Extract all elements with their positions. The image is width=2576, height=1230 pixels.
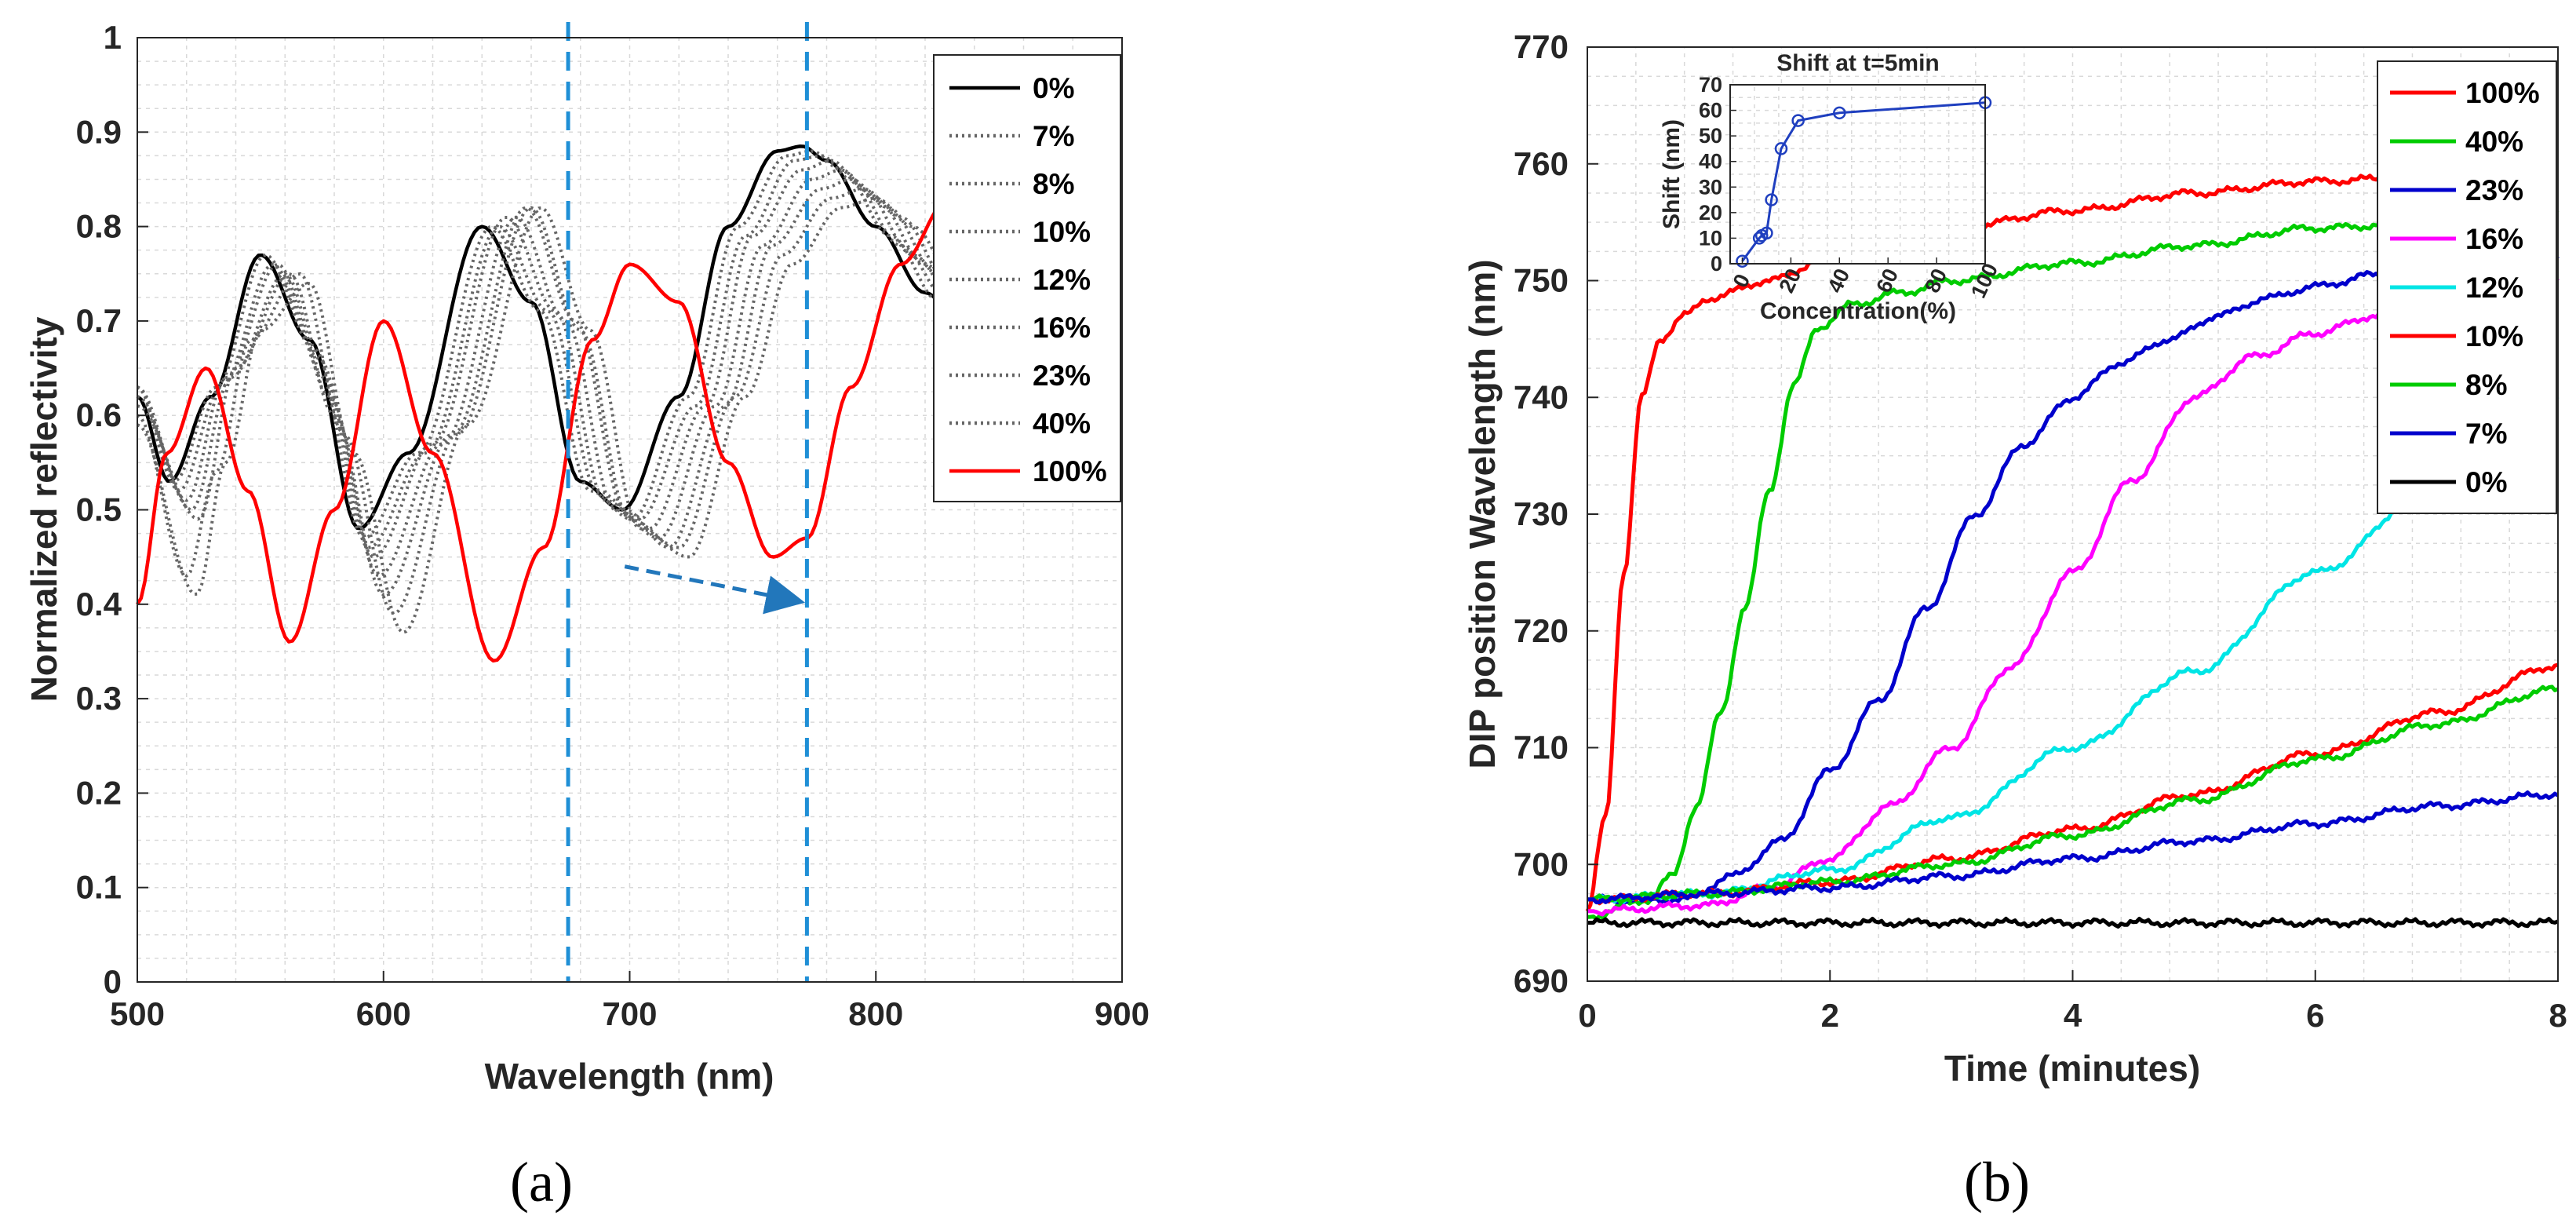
chart-b-legend: 100% 40% 23% 16% 12% 10% 8% 7% 0% (2377, 60, 2557, 514)
chart-a-xtick-label-2: 700 (602, 995, 657, 1032)
chart-a-xtick-label-4: 900 (1095, 995, 1150, 1032)
chart-b-ylabel: DIP position Wavelength (nm) (1462, 259, 1503, 768)
chart-a-ticks: 500 600 700 800 900 0 0.1 0.2 0.3 0.4 0.5 0.6 0.7 0.8… (76, 19, 1150, 1032)
chart-a-legend-label-4: 12% (1033, 264, 1091, 296)
chart-b-series-line-7 (1587, 790, 2560, 905)
chart-a-ytick-label-2: 0.2 (76, 774, 122, 811)
chart-b-ytick-label-7: 760 (1514, 145, 1569, 182)
chart-a-series-line-5 (137, 177, 1123, 597)
inset-ytick-label-3: 30 (1699, 175, 1722, 199)
chart-a-legend-label-7: 40% (1033, 407, 1091, 440)
chart-a-legend-label-8: 100% (1033, 455, 1107, 487)
inset-ylabel: Shift (nm) (1659, 119, 1685, 229)
chart-b-series-line-8 (1587, 916, 2559, 929)
inset-ytick-label-0: 0 (1711, 252, 1722, 276)
chart-a-legend-label-2: 8% (1033, 168, 1074, 200)
inset-frame (1729, 84, 1986, 265)
chart-b-legend-label-4: 12% (2465, 272, 2523, 304)
inset-point-5 (1774, 142, 1788, 155)
chart-a-ytick-label-9: 0.9 (76, 113, 122, 150)
chart-b-legend-label-5: 10% (2465, 320, 2523, 352)
chart-b-ytick-label-6: 750 (1514, 262, 1569, 299)
chart-b-ytick-label-3: 720 (1514, 612, 1569, 649)
chart-a-legend: 0% 7% 8% 10% 12% 16% 23% 40% 100% (933, 54, 1121, 502)
chart-a: 500 600 700 800 900 0 0.1 0.2 0.3 0.4 0.5 0.6 0.7 0.8… (24, 19, 1150, 1214)
chart-a-legend-label-6: 23% (1033, 360, 1091, 392)
chart-a-legend-label-1: 7% (1033, 120, 1074, 152)
caption-a: (a) (510, 1151, 573, 1214)
chart-b-ytick-label-2: 710 (1514, 729, 1569, 766)
chart-a-legend-label-5: 16% (1033, 312, 1091, 344)
chart-b-legend-label-6: 8% (2465, 369, 2507, 401)
inset-ytick-label-6: 60 (1699, 99, 1722, 122)
chart-b-legend-label-1: 40% (2465, 126, 2523, 158)
chart-b-xtick-label-1: 2 (1821, 997, 1839, 1034)
chart-b-legend-label-2: 23% (2465, 174, 2523, 206)
caption-b: (b) (1964, 1151, 2030, 1214)
inset-title: Shift at t=5min (1776, 50, 1940, 76)
inset-ytick-label-4: 40 (1699, 150, 1722, 173)
inset-point-6 (1791, 114, 1805, 127)
chart-a-reference-lines (566, 22, 809, 982)
inset-ytick-label-1: 10 (1699, 226, 1722, 250)
chart-b-legend-label-0: 100% (2465, 77, 2540, 109)
chart-a-ytick-label-0: 0 (104, 963, 122, 1000)
inset-ytick-label-7: 70 (1699, 73, 1722, 97)
inset-grid (1729, 84, 1985, 265)
chart-a-arrow-line (624, 564, 806, 615)
chart-b-xtick-label-0: 0 (1578, 997, 1596, 1034)
chart-a-legend-label-0: 0% (1033, 72, 1074, 104)
inset-ytick-label-5: 50 (1699, 124, 1722, 148)
chart-a-xtick-label-1: 600 (356, 995, 411, 1032)
chart-b-legend-label-7: 7% (2465, 418, 2507, 450)
chart-b-xlabel: Time (minutes) (1944, 1048, 2200, 1089)
inset-point-0 (1736, 254, 1749, 268)
chart-b-ytick-label-0: 690 (1514, 962, 1569, 999)
chart-a-legend-box (933, 54, 1121, 502)
chart-b-legend-label-3: 16% (2465, 223, 2523, 255)
inset-series-line (1741, 101, 1986, 262)
chart-b-ytick-label-5: 740 (1514, 378, 1569, 415)
chart-a-ytick-label-4: 0.4 (76, 586, 122, 622)
chart-b-ytick-label-4: 730 (1514, 495, 1569, 532)
chart-a-ytick-label-6: 0.6 (76, 396, 122, 433)
chart-a-ytick-label-10: 1 (104, 19, 122, 56)
chart-b-xtick-label-2: 4 (2064, 997, 2082, 1034)
chart-a-shift-arrow (624, 564, 806, 615)
chart-a-ylabel: Normalized reflectivity (24, 316, 64, 702)
chart-b-ytick-label-1: 700 (1514, 845, 1569, 882)
chart-a-xtick-label-3: 800 (848, 995, 903, 1032)
chart-a-xtick-label-0: 500 (110, 995, 165, 1032)
chart-b-xtick-label-4: 8 (2549, 997, 2567, 1034)
chart-b-xtick-label-3: 6 (2306, 997, 2324, 1034)
inset-series (1736, 96, 1992, 268)
chart-a-ytick-label-7: 0.7 (76, 302, 122, 339)
chart-a-ytick-label-3: 0.3 (76, 680, 122, 717)
chart-a-legend-label-3: 10% (1033, 216, 1091, 248)
chart-b-ytick-label-8: 770 (1514, 28, 1569, 65)
inset-ytick-label-2: 20 (1699, 201, 1722, 224)
inset-point-3 (1760, 226, 1773, 240)
inset-point-4 (1765, 193, 1778, 206)
inset-point-7 (1833, 106, 1846, 120)
chart-a-xlabel: Wavelength (nm) (485, 1056, 774, 1097)
chart-a-ytick-label-5: 0.5 (76, 491, 122, 528)
inset-xlabel: Concentration(%) (1760, 298, 1956, 324)
chart-a-ytick-label-8: 0.8 (76, 208, 122, 245)
chart-a-ytick-label-1: 0.1 (76, 869, 122, 906)
chart-b-legend-label-8: 0% (2465, 466, 2507, 498)
